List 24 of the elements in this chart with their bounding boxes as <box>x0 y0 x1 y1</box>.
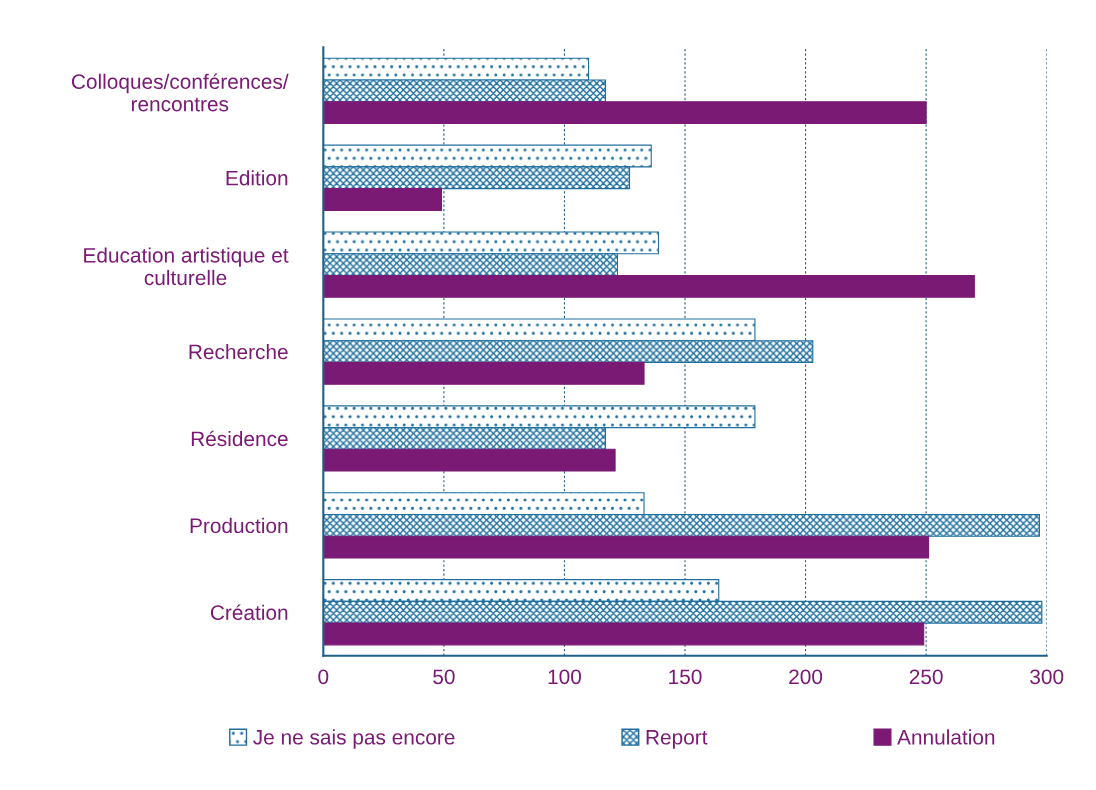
y-tick-label: Colloques/conférences/ rencontres <box>71 73 289 112</box>
bar <box>323 101 927 124</box>
y-tick-label: Création <box>210 604 288 620</box>
legend-label: Je ne sais pas encore <box>253 729 455 749</box>
x-tick-label: 100 <box>548 669 582 685</box>
y-tick-label: Edition <box>226 170 288 186</box>
legend-label: Report <box>646 730 708 749</box>
x-tick-label: 200 <box>789 669 823 685</box>
bar <box>323 448 616 472</box>
y-tick-label: Recherche <box>189 344 288 360</box>
x-tick-label: 250 <box>909 669 943 685</box>
x-tick-label: 50 <box>433 669 455 685</box>
legend-label: Annulation <box>897 729 995 745</box>
x-tick-label: 300 <box>1030 669 1064 685</box>
bar <box>323 188 443 211</box>
y-tick-label: Résidence <box>191 430 288 447</box>
x-tick-label: 0 <box>318 669 329 685</box>
bar <box>323 622 925 646</box>
x-tick-label: 150 <box>669 669 702 685</box>
y-tick-label: Production <box>190 517 288 534</box>
bar <box>323 535 930 559</box>
bar <box>323 361 645 385</box>
y-tick-label: Education artistique et culturelle <box>84 247 289 286</box>
bar <box>323 274 975 298</box>
